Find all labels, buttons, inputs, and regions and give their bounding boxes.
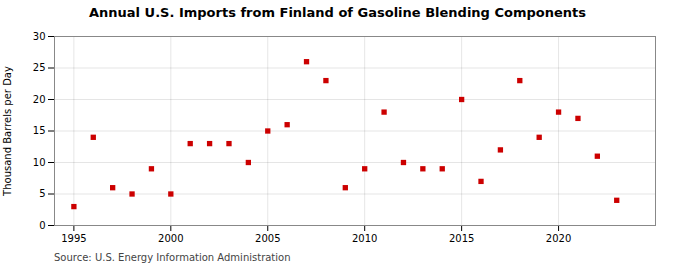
svg-text:2005: 2005 [255, 233, 280, 244]
svg-text:25: 25 [33, 62, 46, 73]
svg-text:20: 20 [33, 94, 46, 105]
html-text:Source: U.S. Energy Informatio: Source: U.S. Energy Information Administ… [54, 252, 291, 263]
svg-text:2000: 2000 [158, 233, 183, 244]
html-text:Annual U.S. Imports from Finla: Annual U.S. Imports from Finland of Gaso… [89, 5, 586, 20]
svg-text:0: 0 [39, 220, 45, 231]
svg-text:10: 10 [33, 157, 46, 168]
svg-text:15: 15 [33, 125, 46, 136]
svg-text:30: 30 [33, 31, 46, 42]
svg-text:5: 5 [39, 188, 45, 199]
svg-text:2020: 2020 [546, 233, 571, 244]
svg-text:2015: 2015 [449, 233, 474, 244]
svg-text:Thousand Barrels per Day: Thousand Barrels per Day [2, 66, 13, 197]
svg-text:2010: 2010 [352, 233, 377, 244]
svg-text:1995: 1995 [61, 233, 86, 244]
